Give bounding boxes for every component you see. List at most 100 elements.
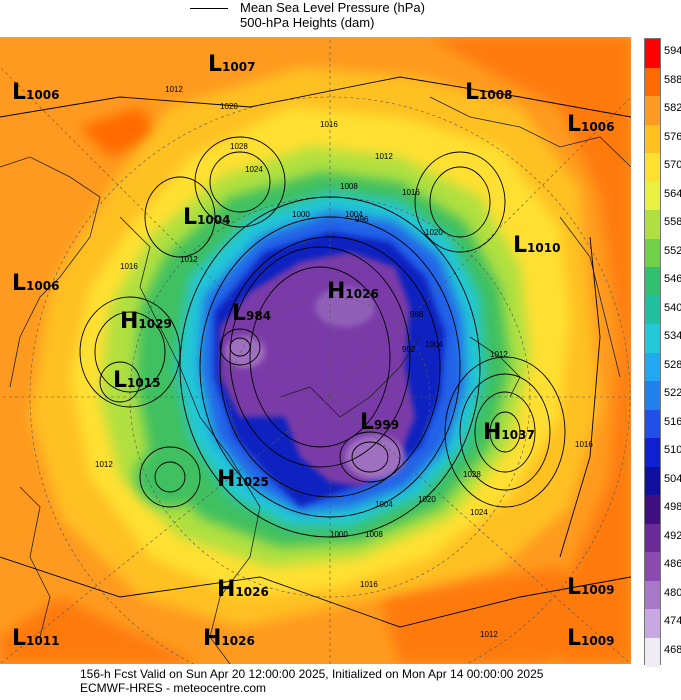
color-scale-tick-label: 552 xyxy=(664,244,681,257)
isobar-label: 1028 xyxy=(463,470,481,479)
forecast-footer: 156-h Fcst Valid on Sun Apr 20 12:00:00 … xyxy=(80,667,543,695)
pressure-center-low: L1011 xyxy=(12,626,60,651)
pressure-center-low: L1010 xyxy=(513,233,561,258)
pressure-center-low: L1009 xyxy=(567,575,615,600)
color-scale-bar xyxy=(644,38,661,667)
isobar-label: 1012 xyxy=(165,85,183,94)
color-scale-tick-label: 498 xyxy=(664,501,681,514)
pressure-center-low: L1006 xyxy=(12,271,60,296)
color-scale-segment xyxy=(645,409,660,439)
color-scale-tick-label: 486 xyxy=(664,558,681,571)
color-scale-tick-label: 546 xyxy=(664,273,681,286)
forecast-valid-text: 156-h Fcst Valid on Sun Apr 20 12:00:00 … xyxy=(80,667,544,681)
pressure-center-low: L984 xyxy=(232,301,272,326)
isobar-label: 1024 xyxy=(245,165,263,174)
color-scale-segment xyxy=(645,295,660,325)
color-scale-tick-label: 468 xyxy=(664,643,681,656)
color-scale-segment xyxy=(645,39,660,68)
isobar-label: 1020 xyxy=(220,102,238,111)
map-legend: Mean Sea Level Pressure (hPa) 500-hPa He… xyxy=(190,0,490,34)
color-scale-tick-label: 540 xyxy=(664,301,681,314)
pressure-center-high: H1037 xyxy=(483,420,535,445)
isobar-label: 1020 xyxy=(425,228,443,237)
heights-legend-label: 500-hPa Heights (dam) xyxy=(240,15,375,30)
map-svg: 1012 1020 1016 1024 1028 1012 1016 1008 … xyxy=(0,37,631,664)
color-scale-segment xyxy=(645,637,660,667)
color-scale-tick-label: 570 xyxy=(664,159,681,172)
color-scale-segment xyxy=(645,210,660,239)
source-credit: ECMWF-HRES - meteocentre.com xyxy=(80,681,267,695)
color-scale-tick-label: 528 xyxy=(664,358,681,371)
isobar-label: 1000 xyxy=(330,530,348,539)
color-scale-segment xyxy=(645,324,660,353)
color-scale-segment xyxy=(645,466,660,496)
isobar-label: 1020 xyxy=(418,495,436,504)
color-scale-tick-label: 522 xyxy=(664,387,681,400)
pressure-center-high: H1026 xyxy=(327,279,379,304)
isobar-label: 1016 xyxy=(120,262,138,271)
isobar-label: 1016 xyxy=(575,440,593,449)
color-scale-tick-label: 594 xyxy=(664,45,681,58)
isobar-label: 1000 xyxy=(292,210,310,219)
pressure-center-low: L999 xyxy=(360,410,400,435)
isobar-label: 1016 xyxy=(320,120,338,129)
isobar-label: 1004 xyxy=(345,210,363,219)
isobar-label: 1004 xyxy=(375,500,393,509)
color-scale-tick-label: 474 xyxy=(664,615,681,628)
pressure-center-low: L1009 xyxy=(567,626,615,651)
color-scale-tick-label: 534 xyxy=(664,330,681,343)
color-scale-segment xyxy=(645,267,660,296)
mslp-legend-label: Mean Sea Level Pressure (hPa) xyxy=(240,0,425,15)
color-scale-segment xyxy=(645,552,660,581)
mslp-line-sample xyxy=(190,8,228,9)
isobar-label: 992 xyxy=(402,345,416,354)
isobar-label: 1004 xyxy=(425,340,443,349)
pressure-center-high: H1025 xyxy=(217,467,269,492)
isobar-label: 1024 xyxy=(470,508,488,517)
color-scale-segment xyxy=(645,438,660,467)
color-scale-segment xyxy=(645,352,660,382)
color-scale-segment xyxy=(645,124,660,154)
color-scale-segment xyxy=(645,495,660,524)
color-scale-segment xyxy=(645,381,660,410)
pressure-center-high: H1029 xyxy=(120,309,172,334)
pressure-center-low: L1008 xyxy=(465,80,513,105)
color-scale-tick-label: 564 xyxy=(664,187,681,200)
isobar-label: 1016 xyxy=(402,188,420,197)
pressure-center-low: L1006 xyxy=(567,112,615,137)
isobar-label: 1016 xyxy=(360,580,378,589)
color-scale-tick-label: 492 xyxy=(664,529,681,542)
pressure-center-low: L1004 xyxy=(183,205,231,230)
color-scale-segment xyxy=(645,181,660,211)
isobar-labels: 1012 1020 1016 1024 1028 1012 1016 1008 … xyxy=(95,85,593,639)
color-scale-segment xyxy=(645,153,660,182)
color-scale-tick-label: 582 xyxy=(664,102,681,115)
pressure-center-low: L1007 xyxy=(208,52,256,77)
isobar-label: 996 xyxy=(355,215,369,224)
color-scale-segment xyxy=(645,609,660,638)
color-scale-tick-label: 576 xyxy=(664,130,681,143)
color-scale-segment xyxy=(645,238,660,268)
isobar-label: 1012 xyxy=(180,255,198,264)
isobar-label: 1008 xyxy=(340,182,358,191)
isobar-label: 988 xyxy=(410,310,424,319)
isobars xyxy=(0,76,631,628)
isobar-label: 1012 xyxy=(375,152,393,161)
isobar-label: 1012 xyxy=(95,460,113,469)
color-scale-segment xyxy=(645,580,660,610)
isobar-label: 1008 xyxy=(365,530,383,539)
color-scale-tick-label: 588 xyxy=(664,73,681,86)
color-scale-segment xyxy=(645,523,660,553)
isobar-label: 1012 xyxy=(490,350,508,359)
color-scale-tick-label: 504 xyxy=(664,472,681,485)
forecast-map: 1012 1020 1016 1024 1028 1012 1016 1008 … xyxy=(0,37,631,664)
pressure-center-low: L1015 xyxy=(113,368,161,393)
pressure-center-high: H1026 xyxy=(217,577,269,602)
color-scale-tick-label: 516 xyxy=(664,415,681,428)
color-scale-tick-label: 510 xyxy=(664,444,681,457)
pressure-center-low: L1006 xyxy=(12,80,60,105)
color-scale-segment xyxy=(645,96,660,125)
color-scale-tick-label: 480 xyxy=(664,586,681,599)
pressure-center-high: H1026 xyxy=(203,626,255,651)
isobar-label: 1012 xyxy=(480,630,498,639)
